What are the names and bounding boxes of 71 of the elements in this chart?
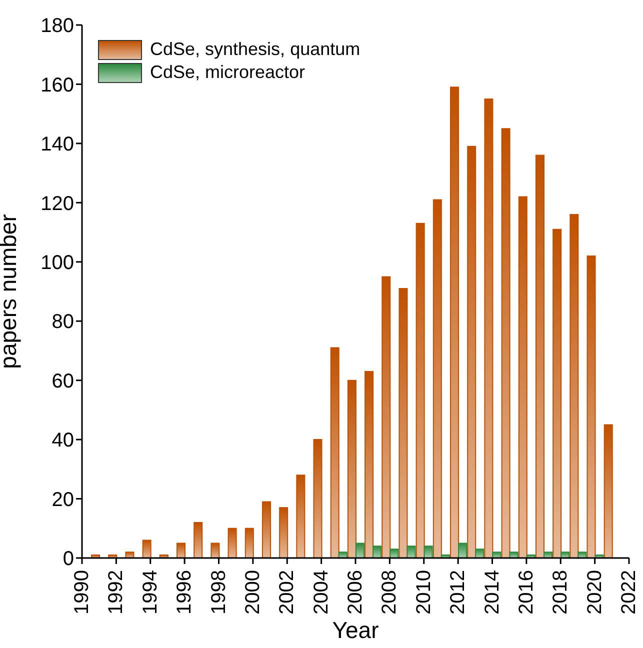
- bar: [279, 507, 288, 558]
- bar: [518, 196, 528, 558]
- bar: [262, 501, 271, 558]
- x-tick-label: 1994: [139, 570, 162, 614]
- bar: [142, 540, 152, 558]
- bar: [296, 474, 306, 558]
- y-tick-label: 100: [40, 252, 74, 274]
- bar: [338, 552, 348, 558]
- bar: [492, 552, 502, 558]
- bar: [125, 552, 134, 558]
- bar: [424, 546, 433, 558]
- bar: [398, 288, 408, 558]
- x-tick-label: 2008: [378, 570, 401, 614]
- bar: [570, 214, 579, 558]
- bar: [458, 542, 468, 558]
- y-tick-label: 20: [52, 488, 74, 511]
- x-tick-label: 2014: [481, 570, 504, 614]
- bar: [364, 370, 374, 558]
- y-tick-label: 80: [52, 311, 74, 334]
- legend-label: CdSe, microreactor: [150, 62, 306, 83]
- bar: [560, 552, 570, 558]
- y-tick-label: 40: [52, 430, 74, 452]
- y-tick-label: 180: [40, 15, 74, 38]
- y-tick-label: 120: [40, 192, 74, 215]
- y-tick-label: 60: [52, 370, 74, 392]
- x-tick-label: 2010: [412, 570, 435, 614]
- y-tick-label: 140: [40, 134, 74, 156]
- x-tick-label: 2006: [344, 570, 366, 614]
- x-tick-label: 1998: [208, 570, 230, 614]
- bar: [330, 347, 340, 558]
- x-tick-label: 2016: [515, 570, 538, 614]
- bar: [210, 542, 220, 558]
- bar: [509, 552, 518, 558]
- bar: [475, 548, 484, 558]
- x-tick-label: 1992: [105, 570, 128, 614]
- bar: [543, 552, 552, 558]
- bar: [416, 222, 425, 558]
- bar: [432, 199, 442, 558]
- bar: [586, 255, 596, 558]
- y-tick-label: 0: [62, 548, 74, 570]
- bar: [313, 439, 322, 558]
- x-tick-label: 2022: [618, 570, 640, 614]
- bar: [604, 424, 613, 558]
- x-tick-label: 1990: [71, 570, 93, 614]
- bar: [552, 228, 562, 558]
- x-tick-label: 2004: [310, 570, 332, 614]
- bar: [372, 546, 382, 558]
- x-tick-label: 2018: [550, 570, 572, 614]
- x-axis-title: Year: [332, 617, 380, 643]
- bar: [244, 528, 254, 558]
- bar: [228, 528, 237, 558]
- bar: [535, 154, 544, 558]
- bar: [484, 98, 494, 558]
- bar: [194, 522, 203, 558]
- bar: [406, 546, 416, 558]
- bar: [390, 548, 399, 558]
- x-tick-label: 1996: [174, 570, 196, 614]
- x-tick-label: 2020: [584, 570, 606, 614]
- x-tick-label: 2000: [242, 570, 264, 614]
- bar: [176, 542, 186, 558]
- bar: [578, 552, 587, 558]
- x-tick-label: 2002: [276, 570, 298, 614]
- bar: [347, 380, 356, 558]
- bar: [382, 276, 391, 558]
- legend-label: CdSe, synthesis, quantum: [150, 39, 360, 60]
- bar: [467, 146, 476, 558]
- bar: [355, 542, 364, 558]
- y-tick-label: 160: [40, 74, 74, 96]
- bar: [450, 86, 460, 558]
- x-tick-label: 2012: [447, 570, 470, 614]
- bar: [501, 128, 510, 558]
